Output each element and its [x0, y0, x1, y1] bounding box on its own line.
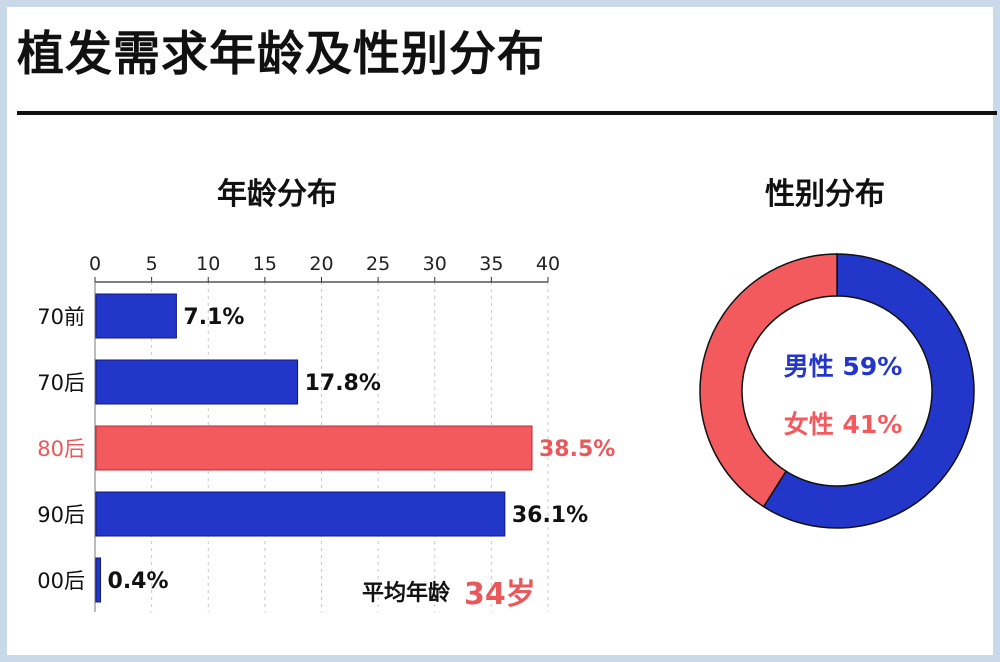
gender-chart-title: 性别分布 [765, 177, 885, 212]
x-tick-label-40: 40 [536, 253, 560, 275]
x-tick-label-5: 5 [146, 253, 158, 275]
title-divider [17, 111, 997, 115]
average-age-annotation: 平均年龄 34岁 [362, 569, 536, 613]
bar-00后 [95, 557, 102, 603]
bar-70前 [95, 293, 177, 339]
x-tick-label-35: 35 [479, 253, 503, 275]
x-tick-label-25: 25 [366, 253, 390, 275]
category-label-70后: 70后 [37, 371, 85, 395]
bar-80后 [95, 425, 533, 471]
bar-90后 [95, 491, 506, 537]
value-label-70前: 7.1% [183, 305, 244, 330]
bar-70后 [95, 359, 299, 405]
female-share-label: 女性 41% [783, 410, 903, 439]
category-label-80后: 80后 [37, 437, 85, 461]
x-tick-label-20: 20 [309, 253, 333, 275]
value-label-70后: 17.8% [305, 371, 381, 396]
x-tick-label-30: 30 [423, 253, 447, 275]
x-tick-label-15: 15 [253, 253, 277, 275]
x-tick-label-0: 0 [89, 253, 101, 275]
category-label-90后: 90后 [37, 503, 85, 527]
category-label-70前: 70前 [37, 305, 85, 329]
male-share-label: 男性 59% [783, 352, 903, 381]
gender-donut-chart [699, 253, 975, 529]
age-bar-chart: 0 5 10 15 20 25 30 35 40 70前 7.1% 70后 17.8% 80后 38.5% 9… [37, 253, 615, 612]
donut-slice-女性 [699, 253, 838, 508]
page-title: 植发需求年龄及性别分布 [17, 27, 545, 82]
donut-slice-男性 [762, 253, 975, 529]
category-label-00后: 00后 [37, 569, 85, 593]
value-label-80后: 38.5% [539, 437, 615, 462]
average-age-value: 34岁 [464, 577, 536, 612]
value-label-90后: 36.1% [512, 503, 588, 528]
average-age-label: 平均年龄 [362, 581, 451, 606]
value-label-00后: 0.4% [108, 569, 169, 594]
age-chart-title: 年龄分布 [217, 177, 337, 212]
x-tick-label-10: 10 [196, 253, 220, 275]
